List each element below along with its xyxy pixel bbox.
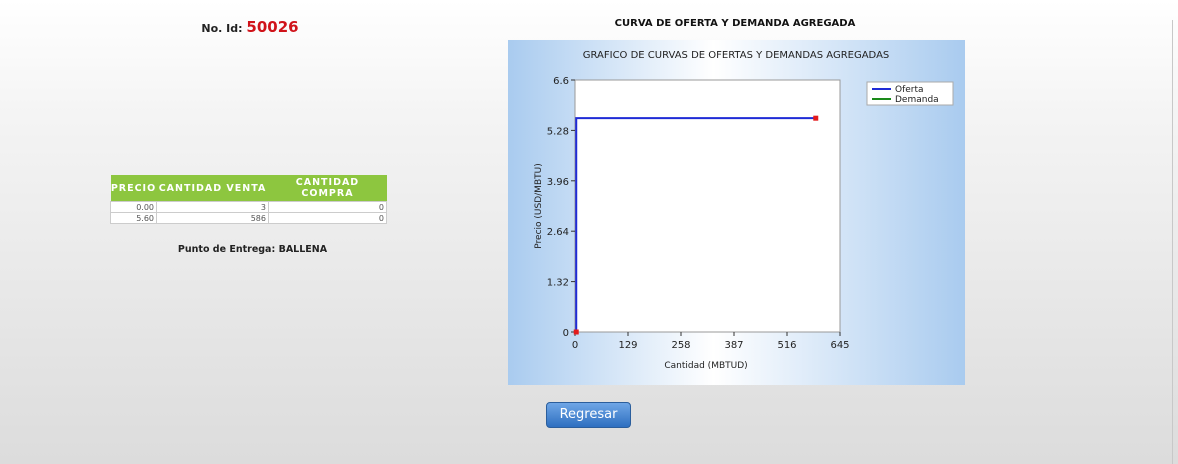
x-tick-label: 516 — [777, 340, 796, 351]
y-axis-label: Precio (USD/MBTU) — [534, 163, 544, 248]
point-marker — [573, 329, 579, 335]
cell: 586 — [156, 212, 269, 224]
x-tick-label: 645 — [830, 340, 849, 351]
cell: 5.60 — [110, 212, 157, 224]
column-header: CANTIDAD COMPRA — [268, 175, 387, 202]
x-tick-label: 258 — [671, 340, 690, 351]
cell: 0 — [268, 212, 387, 224]
column-header: CANTIDAD VENTA — [156, 175, 269, 202]
page-title: CURVA DE OFERTA Y DEMANDA AGREGADA — [614, 18, 856, 29]
column-header: PRECIO — [110, 175, 157, 202]
x-tick-label: 387 — [724, 340, 743, 351]
cell: 3 — [156, 201, 269, 213]
id-value: 50026 — [246, 18, 299, 36]
chart: GRAFICO DE CURVAS DE OFERTAS Y DEMANDAS … — [508, 40, 965, 385]
chart-title: GRAFICO DE CURVAS DE OFERTAS Y DEMANDAS … — [583, 50, 890, 61]
cell: 0 — [268, 201, 387, 213]
cell: 0.00 — [110, 201, 157, 213]
series-line — [575, 117, 816, 332]
plot-area — [574, 79, 841, 333]
id-line: No. Id: 50026 — [160, 18, 340, 36]
x-tick-label: 129 — [618, 340, 637, 351]
y-tick-label: 2.64 — [547, 227, 569, 238]
y-tick-label: 3.96 — [547, 177, 569, 188]
id-label: No. Id: — [201, 22, 243, 35]
back-button[interactable]: Regresar — [546, 402, 631, 428]
delivery-point: Punto de Entrega: BALLENA — [177, 244, 328, 255]
legend-label: Oferta — [895, 85, 924, 95]
y-tick-label: 5.28 — [547, 126, 569, 137]
x-tick-label: 0 — [572, 340, 578, 351]
y-tick-label: 6.6 — [553, 76, 569, 87]
point-marker — [813, 115, 819, 121]
legend-label: Demanda — [895, 95, 939, 105]
y-tick-label: 1.32 — [547, 278, 569, 289]
x-axis-label: Cantidad (MBTUD) — [664, 361, 747, 371]
data-table: PRECIO CANTIDAD VENTA CANTIDAD COMPRA 0.… — [110, 175, 387, 224]
scroll-edge — [1172, 20, 1173, 464]
y-tick-label: 0 — [563, 328, 569, 339]
